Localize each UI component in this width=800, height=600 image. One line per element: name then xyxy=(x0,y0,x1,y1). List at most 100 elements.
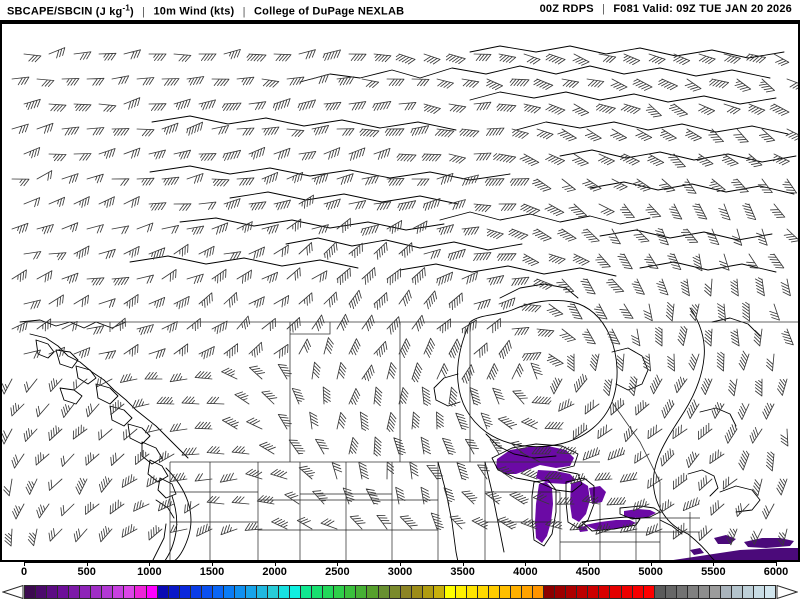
wind-barb xyxy=(762,503,775,520)
wind-barb xyxy=(73,196,90,208)
wind-barb xyxy=(277,413,292,430)
colorbar-segment xyxy=(565,585,577,599)
colorbar-segment xyxy=(576,585,588,599)
wind-barb xyxy=(222,149,242,161)
axis-tick xyxy=(24,562,25,566)
wind-barb xyxy=(659,499,675,514)
wind-barb xyxy=(396,153,417,162)
wind-barb xyxy=(98,476,113,493)
wind-barb xyxy=(173,343,189,357)
wind-barb xyxy=(73,347,91,359)
wind-barb xyxy=(497,516,517,530)
wind-barb xyxy=(365,488,381,505)
wind-barb xyxy=(169,422,188,432)
wind-barb xyxy=(546,303,564,317)
wind-barb xyxy=(498,339,512,360)
wind-barb xyxy=(536,328,555,338)
wind-barb xyxy=(271,517,289,530)
wind-barb xyxy=(288,439,306,455)
wind-barb xyxy=(198,245,215,258)
wind-barb xyxy=(261,271,279,284)
wind-barb xyxy=(443,487,455,505)
wind-barb xyxy=(556,446,577,455)
wind-barb xyxy=(123,428,138,441)
wind-barb xyxy=(173,203,192,211)
wind-barb xyxy=(98,248,116,260)
wind-barb xyxy=(645,203,662,218)
wind-barb xyxy=(660,128,677,142)
wind-barb xyxy=(386,177,405,186)
wind-barb xyxy=(593,303,608,320)
colorbar-segment xyxy=(145,585,157,599)
wind-barb xyxy=(75,477,88,495)
wind-barb xyxy=(647,474,663,489)
colorbar-segment xyxy=(112,585,124,599)
wind-barb xyxy=(248,201,267,211)
colorbar-segment xyxy=(366,585,378,599)
wind-barb xyxy=(136,77,155,86)
wind-barb xyxy=(484,178,505,186)
wind-barb xyxy=(520,468,538,480)
axis-tick xyxy=(650,562,652,566)
wind-barb xyxy=(219,472,238,483)
wind-barb xyxy=(423,53,441,65)
wind-barb xyxy=(98,298,116,308)
wind-barb xyxy=(323,198,341,210)
wind-barb xyxy=(123,343,139,357)
wind-barb xyxy=(48,425,63,441)
colorbar[interactable] xyxy=(0,585,800,600)
colorbar-segment xyxy=(432,585,444,599)
colorbar-segments[interactable] xyxy=(24,585,777,599)
wind-barb xyxy=(223,343,239,359)
colorbar-segment xyxy=(101,585,113,599)
wind-barb xyxy=(72,424,88,440)
wind-barb xyxy=(421,153,442,162)
wind-barb xyxy=(769,303,780,321)
wind-barb xyxy=(0,378,13,395)
wind-barb xyxy=(386,362,397,380)
wind-barb xyxy=(169,523,188,533)
wind-barb xyxy=(397,200,417,212)
wind-barb xyxy=(557,228,577,242)
wind-barb xyxy=(323,101,342,111)
wind-barb xyxy=(111,225,130,235)
wind-barb xyxy=(655,228,669,246)
colorbar-segment xyxy=(742,585,754,599)
wind-barb xyxy=(461,490,478,505)
wind-barb xyxy=(723,53,741,64)
wind-barb xyxy=(730,328,740,347)
wind-barb xyxy=(136,128,155,137)
wind-barb xyxy=(286,317,301,333)
wind-barb xyxy=(184,500,200,514)
wind-barb xyxy=(708,128,724,143)
wind-barb xyxy=(273,147,291,160)
wind-barb xyxy=(194,473,213,482)
colorbar-segment xyxy=(222,585,234,599)
wind-barb xyxy=(248,101,267,111)
wind-barb xyxy=(619,153,640,166)
wind-barb xyxy=(86,127,105,136)
wind-barb xyxy=(194,421,213,430)
wind-barb xyxy=(331,462,343,480)
wind-barb xyxy=(649,374,663,395)
colorbar-segment xyxy=(631,585,643,599)
wind-barb xyxy=(161,224,180,234)
wind-barb xyxy=(296,516,313,530)
wind-barb xyxy=(360,224,379,236)
wind-barb xyxy=(572,103,590,117)
wind-barb xyxy=(4,528,13,547)
wind-barb xyxy=(436,363,449,380)
wind-barb xyxy=(361,78,380,89)
wind-barb xyxy=(173,295,190,310)
wind-barb xyxy=(623,425,638,443)
wind-barb xyxy=(667,353,675,372)
wind-barb xyxy=(758,78,775,93)
wind-barb xyxy=(245,468,263,480)
wind-barb xyxy=(473,101,492,111)
wind-barb xyxy=(223,291,238,308)
map-canvas[interactable] xyxy=(0,22,800,562)
wind-barb xyxy=(196,523,213,537)
wind-barb xyxy=(486,127,505,136)
wind-barb xyxy=(348,200,367,210)
wind-barb xyxy=(23,98,41,111)
